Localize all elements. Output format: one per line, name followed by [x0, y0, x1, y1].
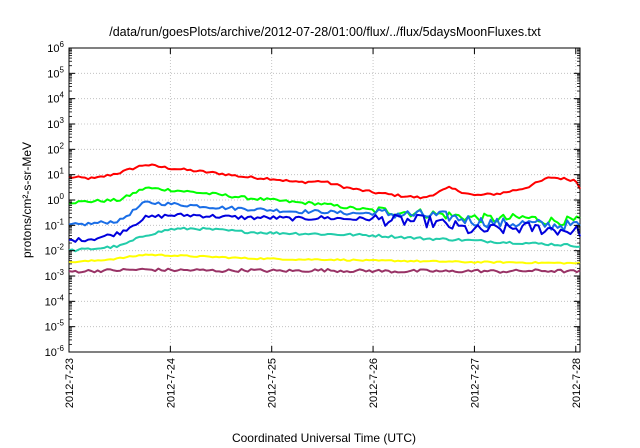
- y-tick-label: 103: [47, 116, 64, 131]
- x-tick-label: 2012-7-23: [64, 358, 76, 408]
- series-line: [68, 212, 581, 243]
- x-tick-label: 2012-7-25: [267, 358, 279, 408]
- x-tick-label: 2012-7-28: [571, 358, 583, 408]
- x-tick-label: 2012-7-27: [469, 358, 481, 408]
- series-line: [68, 267, 581, 274]
- x-axis-label: Coordinated Universal Time (UTC): [232, 431, 416, 445]
- grid-lines: [69, 48, 580, 352]
- y-tick-label: 104: [47, 91, 64, 106]
- y-tick-label: 10-6: [45, 344, 65, 359]
- y-tick-label: 102: [47, 141, 64, 156]
- series-line: [68, 163, 581, 200]
- y-axis-ticks: 10-6 10-5 10-4 10-3 10-2 10-1 100 101 102 103 104 1…: [45, 40, 580, 359]
- y-tick-label: 10-2: [45, 243, 65, 258]
- y-tick-label: 10-1: [45, 217, 65, 232]
- y-tick-label: 106: [47, 40, 64, 55]
- series-line: [68, 226, 581, 253]
- series-line: [68, 200, 581, 232]
- chart-title: /data/run/goesPlots/archive/2012-07-28/0…: [109, 25, 541, 39]
- y-tick-label: 10-3: [45, 268, 65, 283]
- x-tick-label: 2012-7-24: [165, 358, 177, 408]
- y-tick-label: 100: [47, 192, 64, 207]
- x-tick-label: 2012-7-26: [368, 358, 380, 408]
- y-tick-label: 105: [47, 65, 64, 80]
- y-axis-label: protons/cm²-s-sr-MeV: [20, 142, 34, 258]
- y-tick-label: 10-4: [45, 293, 65, 308]
- series-lines: [68, 163, 581, 274]
- y-tick-label: 10-5: [45, 319, 65, 334]
- x-axis-ticks: 2012-7-23 2012-7-24 2012-7-25 2012-7-26 2012…: [64, 48, 583, 408]
- y-tick-label: 101: [47, 167, 64, 182]
- series-line: [68, 253, 581, 265]
